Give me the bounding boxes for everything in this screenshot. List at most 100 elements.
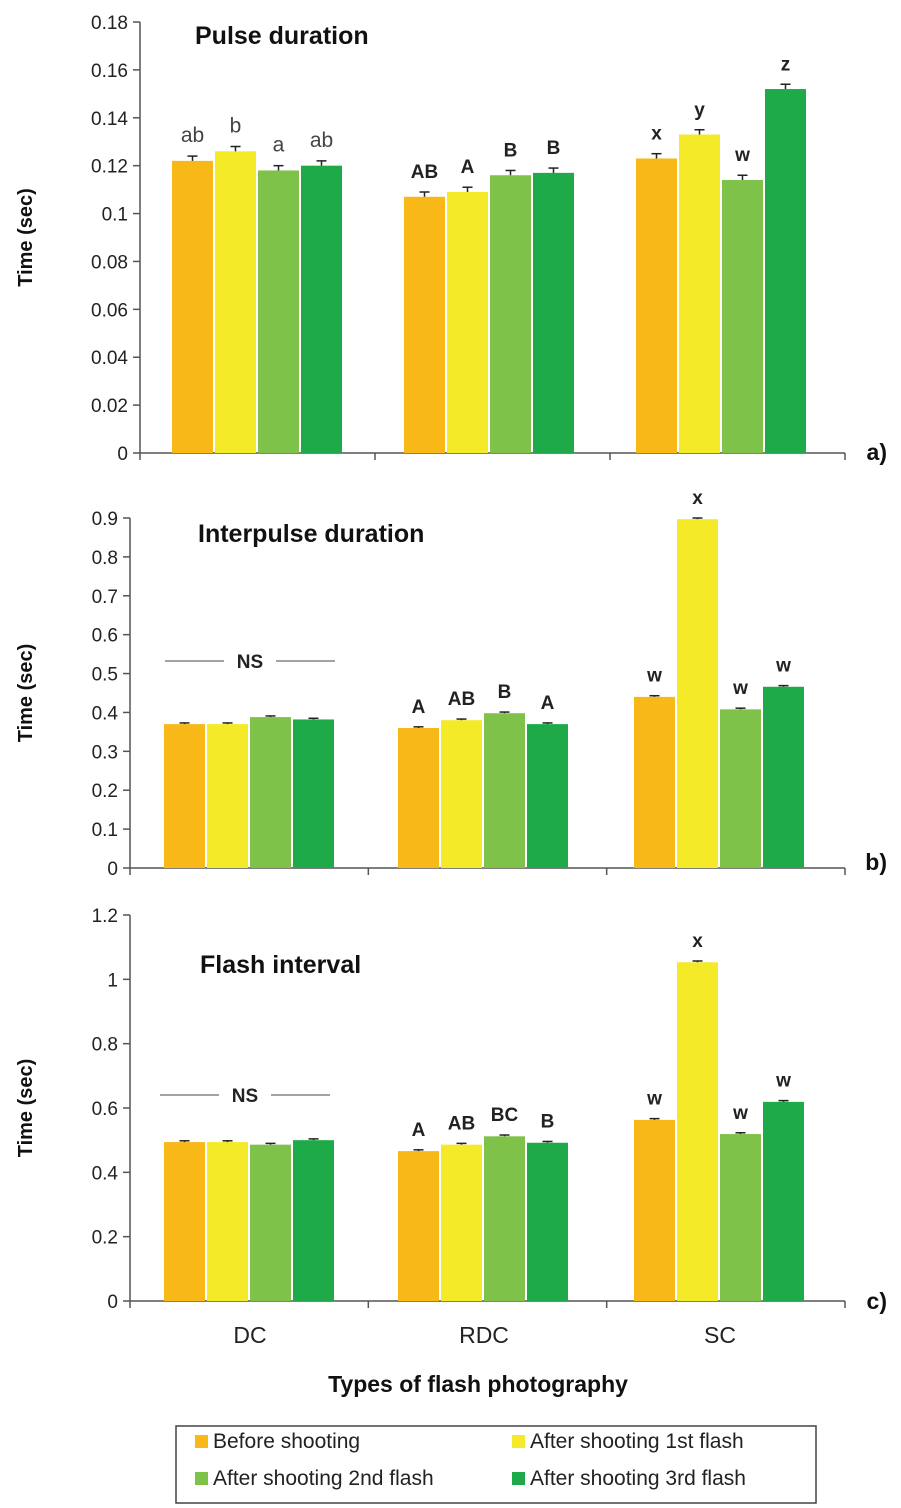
significance-letter: x bbox=[692, 931, 703, 952]
bar bbox=[207, 724, 248, 868]
bar bbox=[527, 724, 568, 868]
ns-label: NS bbox=[232, 1086, 258, 1107]
y-tick-label: 0.6 bbox=[92, 1099, 118, 1120]
significance-letter: w bbox=[646, 666, 662, 687]
bar bbox=[398, 1151, 439, 1301]
bar bbox=[250, 717, 291, 868]
y-tick-label: 0.4 bbox=[92, 703, 119, 724]
bar bbox=[398, 728, 439, 868]
y-tick-label: 0.04 bbox=[91, 348, 128, 369]
y-tick-label: 1.2 bbox=[92, 906, 118, 927]
bar bbox=[636, 158, 677, 453]
bar bbox=[258, 170, 299, 453]
y-tick-label: 0.14 bbox=[91, 109, 128, 130]
y-tick-label: 0.1 bbox=[102, 205, 128, 226]
panel-label: b) bbox=[865, 849, 887, 875]
bar bbox=[441, 720, 482, 868]
significance-letter: x bbox=[651, 124, 662, 145]
y-tick-label: 0.02 bbox=[91, 396, 128, 417]
significance-letter: BC bbox=[491, 1105, 519, 1126]
significance-letter: ab bbox=[181, 124, 204, 147]
significance-letter: a bbox=[273, 134, 285, 157]
y-tick-label: 0.2 bbox=[92, 781, 118, 802]
bar bbox=[164, 724, 205, 868]
legend-entry-label: After shooting 3rd flash bbox=[530, 1467, 746, 1490]
bar bbox=[250, 1144, 291, 1301]
legend-swatch bbox=[195, 1472, 208, 1485]
legend-entry-label: After shooting 1st flash bbox=[530, 1430, 744, 1453]
significance-letter: w bbox=[775, 1071, 791, 1092]
bar bbox=[404, 196, 445, 454]
bar bbox=[720, 1134, 761, 1301]
panel-title: Flash interval bbox=[200, 951, 361, 979]
x-category-label: RDC bbox=[459, 1322, 509, 1348]
significance-letter: w bbox=[732, 1103, 748, 1124]
bar bbox=[484, 713, 525, 868]
y-tick-label: 0.7 bbox=[92, 587, 118, 608]
bar bbox=[172, 160, 213, 453]
y-tick-label: 0 bbox=[117, 444, 128, 465]
significance-letter: B bbox=[547, 138, 561, 159]
significance-letter: w bbox=[775, 656, 791, 677]
legend-swatch bbox=[512, 1472, 525, 1485]
y-tick-label: 0.2 bbox=[92, 1228, 118, 1249]
y-tick-label: 0.8 bbox=[92, 548, 118, 569]
bar bbox=[447, 192, 488, 453]
bar bbox=[634, 696, 675, 868]
significance-letter: z bbox=[781, 54, 791, 75]
y-tick-label: 0.8 bbox=[92, 1035, 118, 1056]
bar bbox=[533, 172, 574, 453]
significance-letter: A bbox=[412, 1120, 426, 1141]
x-category-label: SC bbox=[704, 1322, 736, 1348]
legend-swatch bbox=[512, 1435, 525, 1448]
y-tick-label: 0 bbox=[107, 859, 118, 880]
y-axis-label: Time (sec) bbox=[15, 644, 37, 743]
legend: Before shooting After shooting 1st flash A… bbox=[175, 1425, 817, 1504]
y-tick-label: 0.06 bbox=[91, 300, 128, 321]
significance-letter: w bbox=[732, 678, 748, 699]
significance-letter: ab bbox=[310, 129, 333, 152]
panel-label: a) bbox=[867, 439, 887, 465]
bar bbox=[164, 1142, 205, 1301]
significance-letter: B bbox=[504, 140, 518, 161]
bar bbox=[215, 151, 256, 454]
bar bbox=[765, 89, 806, 454]
significance-letter: A bbox=[461, 157, 475, 178]
significance-letter: A bbox=[412, 697, 426, 718]
bar bbox=[527, 1142, 568, 1301]
y-tick-label: 0.1 bbox=[92, 820, 118, 841]
bar bbox=[490, 175, 531, 453]
chart-panel-1: 0 0.02 0.04 0.06 0.08 0.1 0.12 0.14 0.16 0.18 Time… bbox=[15, 13, 887, 465]
legend-swatch bbox=[195, 1435, 208, 1448]
bar bbox=[441, 1144, 482, 1301]
y-tick-label: 0.9 bbox=[92, 509, 118, 530]
y-axis-label: Time (sec) bbox=[15, 188, 37, 287]
significance-letter: B bbox=[498, 682, 512, 703]
significance-letter: B bbox=[541, 1111, 555, 1132]
y-tick-label: 0.5 bbox=[92, 665, 118, 686]
x-axis-label: Types of flash photography bbox=[328, 1371, 628, 1397]
legend-entry-label: Before shooting bbox=[213, 1430, 360, 1453]
bar bbox=[484, 1136, 525, 1301]
chart-panel-3: 0 0.2 0.4 0.6 0.8 1 1.2 Time (sec) Flash interva… bbox=[15, 906, 887, 1397]
significance-letter: AB bbox=[448, 689, 475, 710]
panel-title: Interpulse duration bbox=[198, 520, 424, 548]
x-category-label: DC bbox=[233, 1322, 266, 1348]
significance-letter: AB bbox=[411, 162, 438, 183]
significance-letter: b bbox=[230, 115, 242, 138]
significance-letter: x bbox=[692, 488, 703, 509]
y-tick-label: 0.16 bbox=[91, 61, 128, 82]
bar bbox=[763, 1101, 804, 1301]
y-tick-label: 0 bbox=[107, 1292, 118, 1313]
legend-entry-label: After shooting 2nd flash bbox=[213, 1467, 434, 1490]
panel-title: Pulse duration bbox=[195, 22, 369, 50]
y-tick-label: 0.08 bbox=[91, 252, 128, 273]
y-tick-label: 0.6 bbox=[92, 626, 118, 647]
panel-label: c) bbox=[867, 1288, 887, 1314]
bar bbox=[293, 719, 334, 868]
bar bbox=[679, 134, 720, 454]
y-tick-label: 0.12 bbox=[91, 157, 128, 178]
y-tick-label: 0.4 bbox=[92, 1163, 119, 1184]
bar bbox=[677, 519, 718, 868]
bar bbox=[677, 962, 718, 1301]
